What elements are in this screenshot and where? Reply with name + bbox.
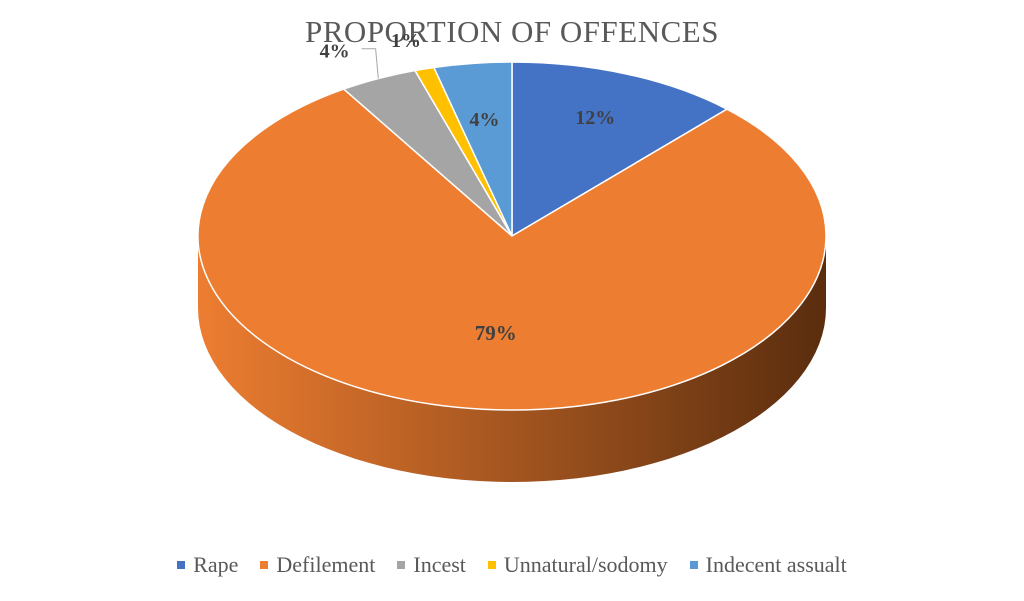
data-label-unnatural-sodomy: 1% (391, 30, 421, 52)
pie-slice-rape (511, 61, 729, 238)
leader-line-incest (361, 48, 379, 79)
legend-label: Indecent assualt (705, 552, 847, 577)
legend-label: Defilement (276, 552, 376, 577)
pie-slice-defilement (197, 88, 827, 411)
legend-label: Unnatural/sodomy (503, 552, 668, 577)
leader-lines (361, 48, 379, 79)
pie-slices (197, 61, 827, 411)
legend-swatch (397, 561, 406, 569)
legend-label: Incest (413, 552, 466, 577)
chart-title: PROPORTION OF OFFENCES (305, 14, 719, 49)
legend: Rape Defilement Incest Unnatural/sodomy Inde… (0, 552, 1024, 578)
legend-swatch (487, 561, 496, 569)
legend-item-defilement: Defilement (260, 552, 375, 578)
legend-item-unnatural-sodomy: Unnatural/sodomy (487, 552, 668, 578)
data-label-defilement: 79% (475, 321, 517, 345)
legend-item-incest: Incest (397, 552, 466, 578)
legend-swatch (260, 561, 269, 569)
pie-slice-indecent-assualt (432, 61, 513, 237)
pie-sides (198, 236, 826, 482)
legend-swatch (177, 561, 186, 569)
data-labels: 12% 79% 4% 1% 4% (320, 30, 616, 345)
legend-label: Rape (193, 552, 239, 577)
data-label-rape: 12% (575, 107, 615, 129)
data-label-incest: 4% (320, 40, 350, 62)
legend-swatch (689, 561, 698, 569)
pie-side-defilement (198, 236, 826, 482)
legend-item-indecent-assualt: Indecent assualt (689, 552, 847, 578)
legend-item-rape: Rape (177, 552, 238, 578)
data-label-indecent-assualt: 4% (469, 109, 499, 131)
